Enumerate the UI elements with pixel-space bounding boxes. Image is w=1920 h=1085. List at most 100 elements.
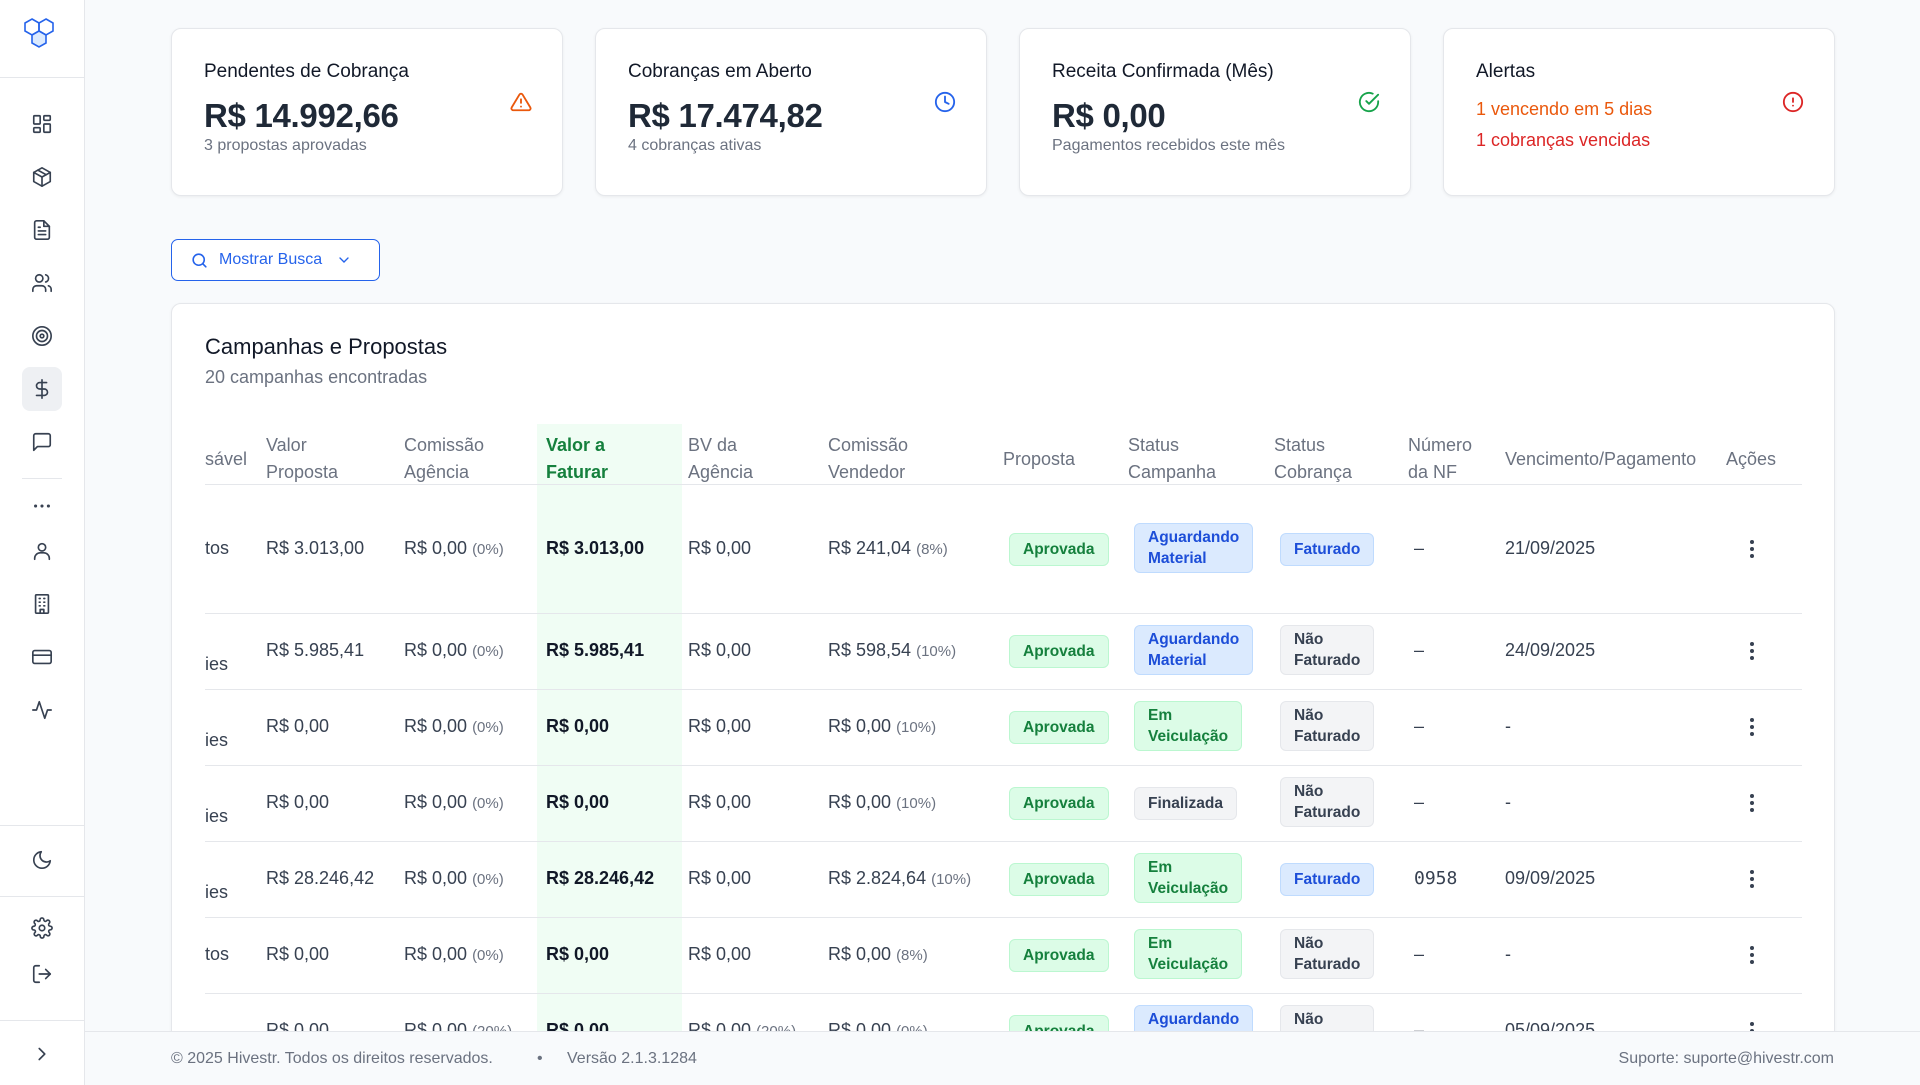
expand-sidebar-button[interactable]	[22, 1032, 62, 1076]
cell-vencimento: -	[1505, 792, 1511, 812]
nav-products[interactable]	[22, 155, 62, 199]
badge-line: Em	[1148, 935, 1173, 952]
column-header-proposta[interactable]: Proposta	[1003, 449, 1076, 469]
header-line: Proposta	[266, 462, 339, 482]
activity-icon	[32, 700, 52, 720]
warning-icon	[510, 91, 532, 113]
chat-icon	[32, 432, 52, 452]
cell-comissao-agencia: R$ 0,00 (0%)	[404, 792, 504, 813]
row-actions-menu-icon[interactable]	[1742, 639, 1762, 663]
nav-payments[interactable]	[22, 635, 62, 679]
theme-toggle[interactable]	[22, 838, 62, 882]
column-header-bv_agencia[interactable]: BV da Agência	[688, 432, 753, 486]
row-actions-menu-icon[interactable]	[1742, 943, 1762, 967]
show-search-button[interactable]: Mostrar Busca	[171, 239, 380, 281]
nav-dashboard[interactable]	[22, 102, 62, 146]
cell-numero-nf: –	[1414, 944, 1425, 964]
chevron-down-icon	[339, 257, 349, 263]
campaign-status-badge: Finalizada	[1134, 787, 1237, 820]
cell-valor-faturar: R$ 0,00	[546, 944, 610, 964]
column-header-responsavel[interactable]: sável	[205, 449, 248, 469]
cell-responsavel: tos	[205, 538, 230, 558]
cell-comissao-vendedor: R$ 0,00 (10%)	[828, 716, 936, 737]
alert-circle-icon	[1782, 91, 1804, 113]
column-header-comissao_vendedor[interactable]: Comissão Vendedor	[828, 432, 908, 486]
billing-status-badge: Faturado	[1280, 533, 1375, 566]
cell-valor-faturar: R$ 5.985,41	[546, 640, 645, 660]
support-link[interactable]: Suporte: suporte@hivestr.com	[1618, 1050, 1834, 1067]
billing-status-badge: Não Faturado	[1280, 625, 1375, 675]
amount: R$ 0,00	[404, 944, 468, 964]
cell-valor-proposta: R$ 28.246,42	[266, 868, 375, 888]
logout-button[interactable]	[22, 952, 62, 996]
users-icon	[32, 273, 52, 293]
percent: (10%)	[931, 871, 972, 888]
campaign-status-badge: Em Veiculação	[1134, 929, 1243, 979]
column-header-acoes[interactable]: Ações	[1726, 449, 1777, 469]
document-icon	[33, 220, 51, 240]
row-actions-menu-icon[interactable]	[1742, 791, 1762, 815]
panel-title: Campanhas e Propostas	[205, 334, 448, 359]
nav-activity[interactable]	[22, 688, 62, 732]
column-header-vencimento[interactable]: Vencimento/Pagamento	[1505, 449, 1697, 469]
nav-settings[interactable]	[22, 906, 62, 950]
badge-line: Não	[1294, 707, 1324, 724]
moon-icon	[32, 850, 52, 870]
proposal-status-badge: Aprovada	[1009, 787, 1109, 820]
card-title: Pendentes de Cobrança	[204, 61, 409, 82]
amount: R$ 0,00	[688, 792, 752, 812]
cell-numero-nf: –	[1414, 640, 1425, 660]
nav-more[interactable]	[22, 484, 62, 528]
footer-bullet: •	[537, 1050, 543, 1067]
hivestr-logo-icon[interactable]	[22, 16, 62, 52]
cell-responsavel: tos	[205, 944, 230, 964]
cell-bv-agencia: R$ 0,00	[688, 538, 751, 559]
badge-line: Não	[1294, 1011, 1324, 1028]
row-actions-menu-icon[interactable]	[1742, 537, 1762, 561]
column-header-status_cobranca[interactable]: Status Cobrança	[1274, 432, 1352, 486]
badge-line: Aguardando	[1148, 1011, 1240, 1028]
column-header-valor_faturar[interactable]: Valor a Faturar	[546, 432, 608, 486]
row-actions-menu-icon[interactable]	[1742, 867, 1762, 891]
dashboard-icon	[32, 114, 52, 134]
nav-messages[interactable]	[22, 420, 62, 464]
nav-billing[interactable]	[22, 367, 62, 411]
version-text: Versão 2.1.3.1284	[567, 1050, 697, 1067]
nav-campaigns[interactable]	[22, 314, 62, 358]
card-value: R$ 14.992,66	[204, 97, 399, 134]
badge-line: Finalizada	[1148, 795, 1223, 812]
column-header-valor_proposta[interactable]: Valor Proposta	[266, 432, 338, 486]
badge-line: Faturado	[1294, 541, 1361, 558]
amount: R$ 0,00	[404, 792, 468, 812]
column-header-numero_nf[interactable]: Número da NF	[1408, 432, 1472, 486]
more-icon	[34, 504, 50, 508]
cell-valor-proposta: R$ 0,00	[266, 944, 330, 964]
valor-faturar-column-highlight	[537, 424, 682, 1062]
column-header-comissao_agencia[interactable]: Comissão Agência	[404, 432, 484, 486]
nav-clients[interactable]	[22, 261, 62, 305]
copyright-text: © 2025 Hivestr. Todos os direitos reserv…	[171, 1050, 493, 1067]
badge-line: Veiculação	[1148, 956, 1229, 973]
cell-numero-nf: –	[1414, 792, 1425, 812]
settings-icon	[31, 917, 53, 939]
cell-valor-faturar: R$ 0,00	[546, 716, 610, 736]
dollar-icon	[35, 379, 49, 399]
header-line: Valor a	[546, 435, 606, 455]
cell-bv-agencia: R$ 0,00	[688, 868, 751, 889]
amount: R$ 0,00	[688, 538, 752, 558]
column-header-status_campanha[interactable]: Status Campanha	[1128, 432, 1216, 486]
percent: (0%)	[472, 719, 504, 736]
amount: R$ 241,04	[828, 538, 912, 558]
amount: R$ 0,00	[688, 868, 752, 888]
proposal-status-badge: Aprovada	[1009, 533, 1109, 566]
nav-company[interactable]	[22, 582, 62, 626]
cell-valor-proposta: R$ 3.013,00	[266, 538, 365, 558]
nav-profile[interactable]	[22, 529, 62, 573]
header-line: da NF	[1408, 462, 1458, 482]
row-actions-menu-icon[interactable]	[1742, 715, 1762, 739]
cell-valor-faturar: R$ 3.013,00	[546, 538, 645, 558]
cell-vencimento: -	[1505, 716, 1511, 736]
nav-documents[interactable]	[22, 208, 62, 252]
chevron-right-icon	[38, 1047, 46, 1061]
percent: (0%)	[472, 871, 504, 888]
